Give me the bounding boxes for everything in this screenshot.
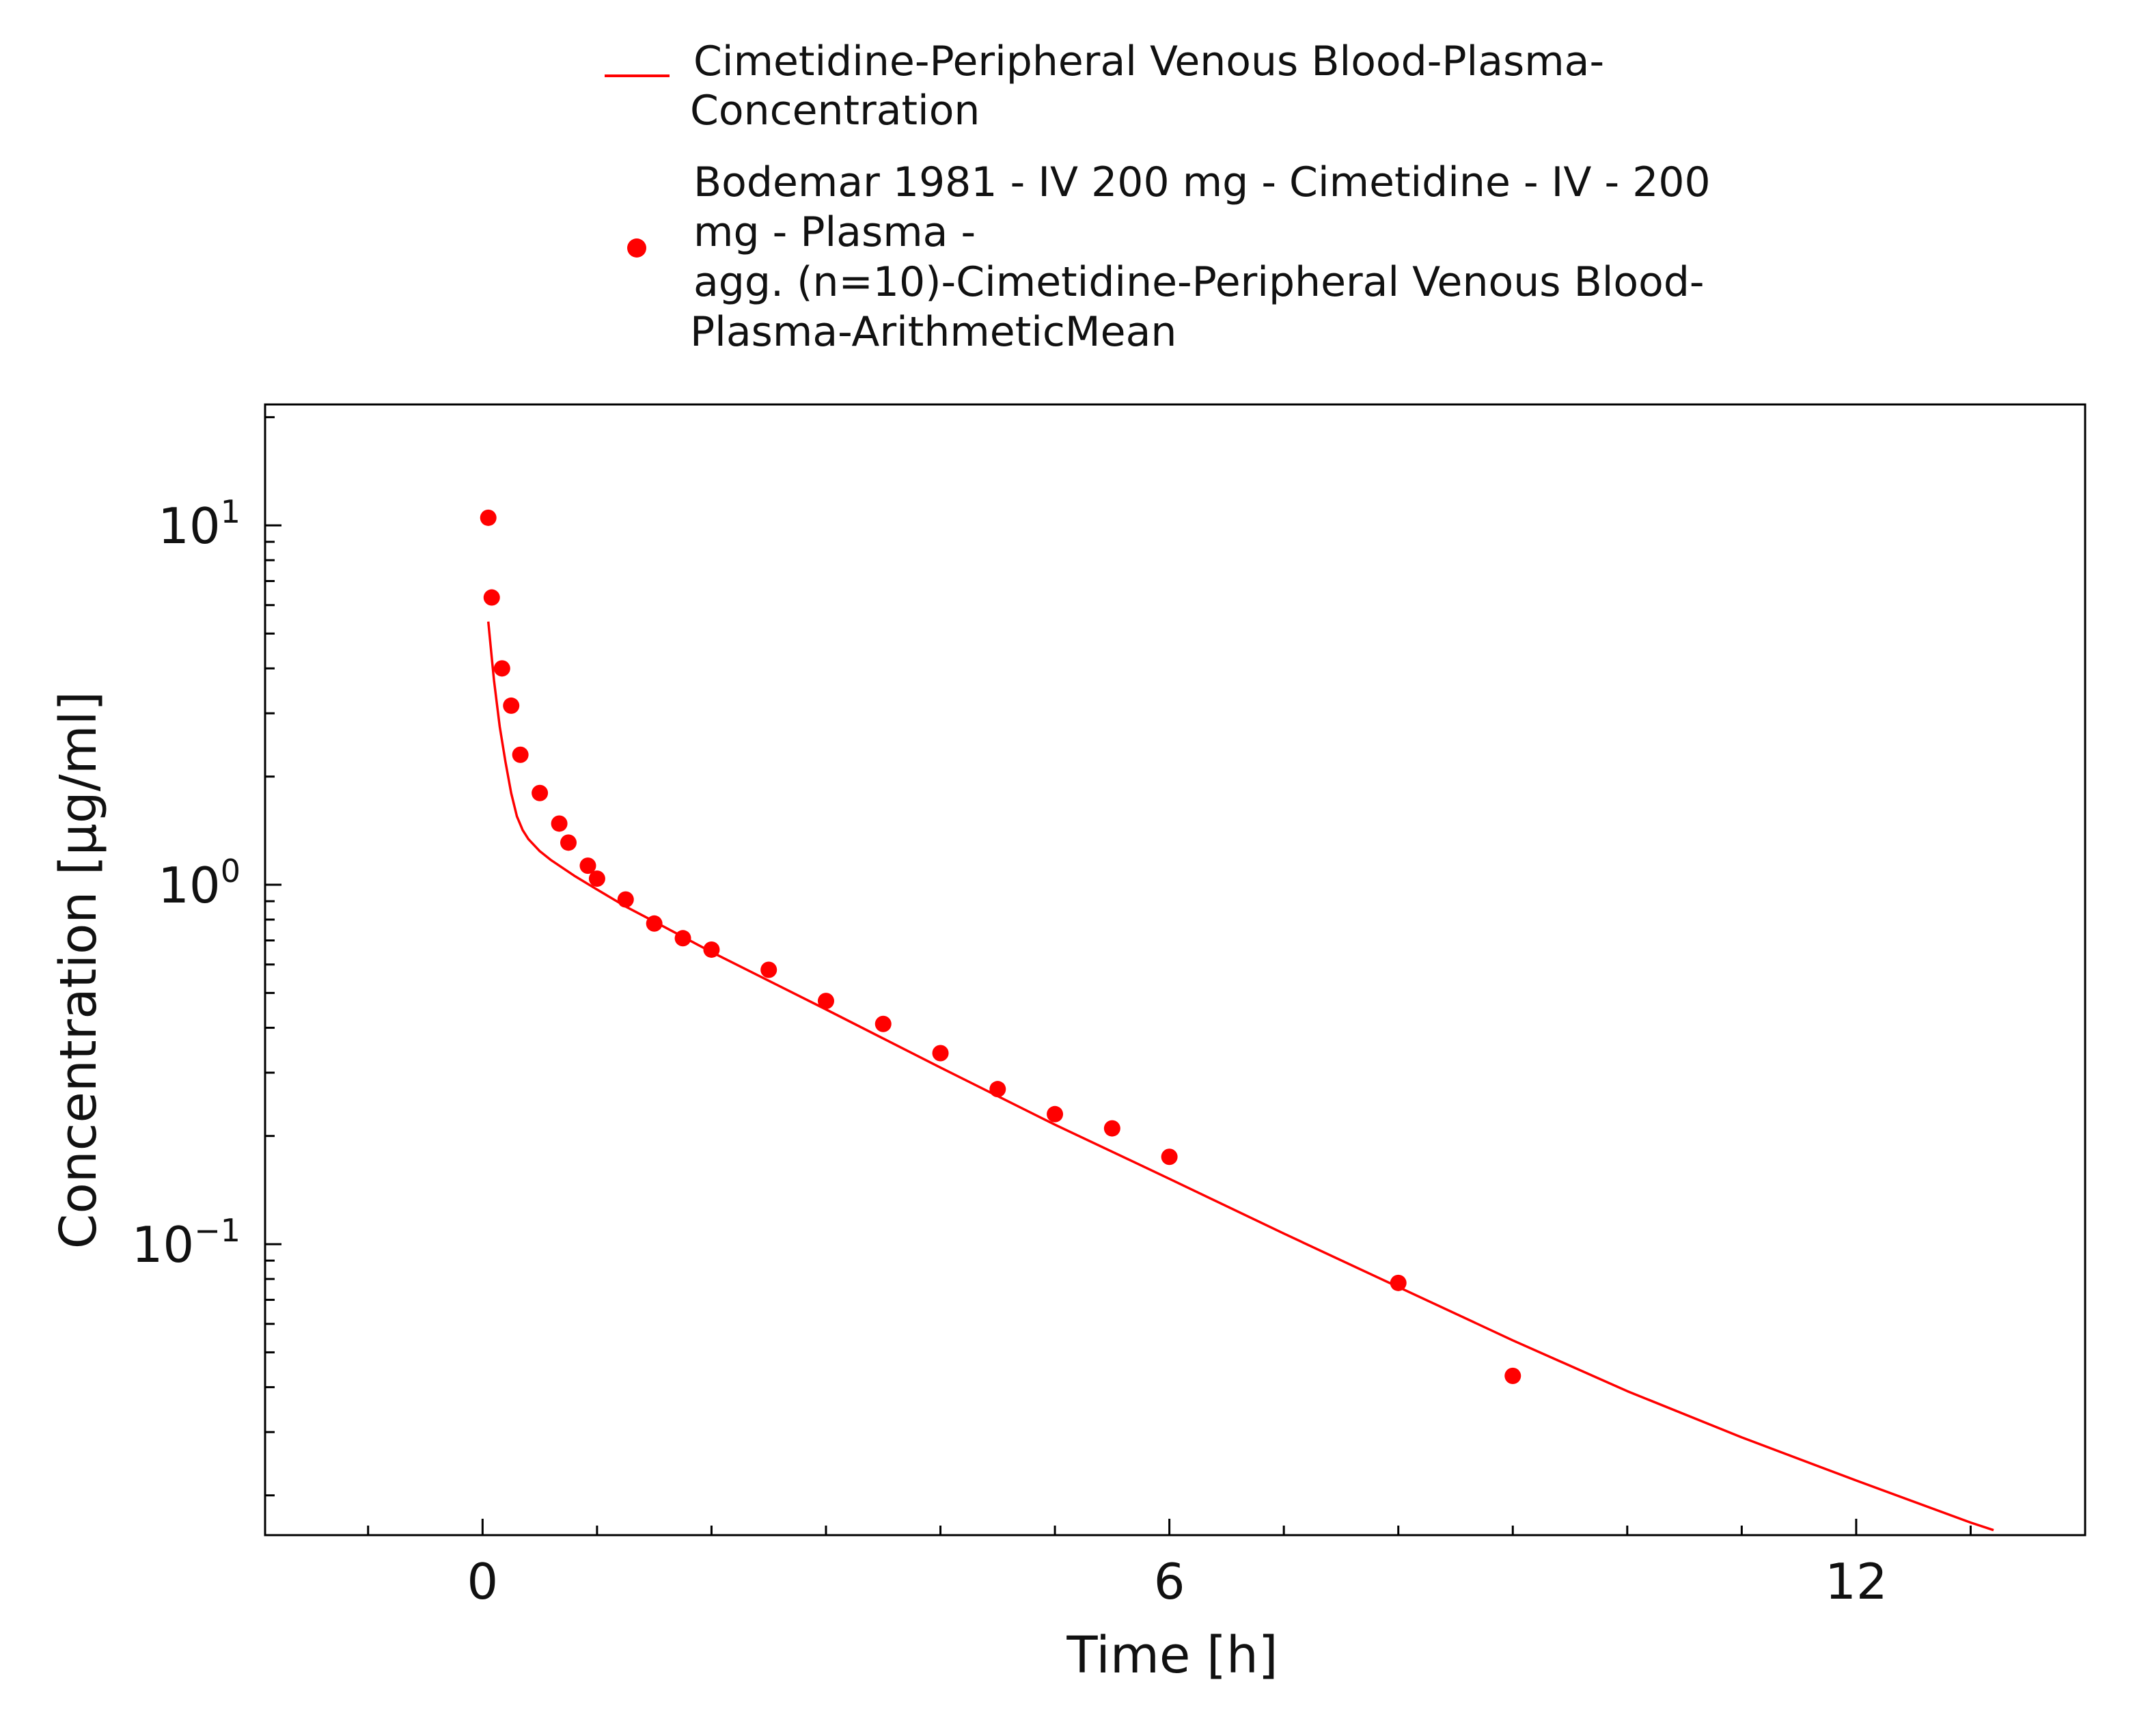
y-axis-label: Concentration [µg/ml] — [49, 691, 108, 1249]
legend-label-observed-line-1: Bodemar 1981 - IV 200 mg - Cimetidine - … — [693, 159, 1711, 206]
observed-data-point — [588, 870, 605, 887]
legend-label-observed-line-3: agg. (n=10)-Cimetidine-Peripheral Venous… — [693, 258, 1705, 306]
legend-label-simulation-line-1: Cimetidine-Peripheral Venous Blood-Plasm… — [693, 38, 1604, 85]
observed-data-point — [493, 660, 510, 677]
legend-label-observed-line-4: Plasma-ArithmeticMean — [690, 308, 1176, 356]
y-tick-label-base: 10 — [158, 857, 221, 914]
x-axis: 0 6 12 — [367, 1519, 1972, 1610]
y-tick-label-base: 10 — [132, 1216, 195, 1273]
observed-data-point — [483, 589, 500, 606]
observed-data-point — [989, 1081, 1006, 1098]
observed-data-point — [1047, 1105, 1064, 1122]
observed-data-point — [512, 746, 529, 763]
observed-data-point — [932, 1045, 949, 1062]
observed-data-point — [579, 857, 596, 874]
series-layer — [480, 509, 1994, 1532]
observed-data-point — [551, 815, 568, 832]
observed-data-point — [1103, 1120, 1120, 1137]
plot-frame — [264, 403, 2086, 1537]
x-tick-label: 12 — [1825, 1553, 1888, 1610]
observed-data-point — [1504, 1367, 1521, 1384]
observed-data-point — [503, 697, 520, 714]
legend-entry-observed: Bodemar 1981 - IV 200 mg - Cimetidine - … — [627, 159, 1711, 356]
legend-marker-swatch — [627, 238, 646, 258]
observed-data-point — [817, 993, 834, 1010]
y-tick-label-exponent: −1 — [194, 1212, 240, 1249]
y-tick-label-exponent: 1 — [221, 493, 240, 530]
y-tick-label: 10−1 — [132, 1212, 240, 1273]
legend-label-observed-line-2: mg - Plasma - — [693, 208, 976, 256]
observed-data-point — [703, 941, 720, 958]
observed-data-point — [560, 834, 577, 851]
x-axis-label: Time [h] — [1066, 1626, 1278, 1685]
observed-data-point — [480, 509, 497, 526]
observed-data-point — [646, 915, 663, 932]
observed-data-point — [760, 961, 777, 978]
observed-data-point — [1390, 1274, 1407, 1291]
observed-data-point — [1161, 1148, 1178, 1166]
observed-data-point — [617, 891, 634, 908]
legend: Cimetidine-Peripheral Venous Blood-Plasm… — [605, 38, 1711, 356]
observed-data-point — [674, 930, 691, 947]
y-tick-label-base: 10 — [158, 497, 221, 555]
y-tick-label: 100 — [158, 853, 240, 914]
y-tick-label: 101 — [158, 493, 240, 555]
y-tick-label-exponent: 0 — [221, 853, 240, 890]
legend-entry-simulation: Cimetidine-Peripheral Venous Blood-Plasm… — [605, 38, 1604, 135]
observed-data-point — [532, 784, 549, 801]
observed-data-point — [874, 1015, 892, 1032]
x-tick-label: 6 — [1154, 1553, 1185, 1610]
x-tick-label: 0 — [467, 1553, 498, 1610]
legend-label-simulation-line-2: Concentration — [690, 87, 980, 135]
